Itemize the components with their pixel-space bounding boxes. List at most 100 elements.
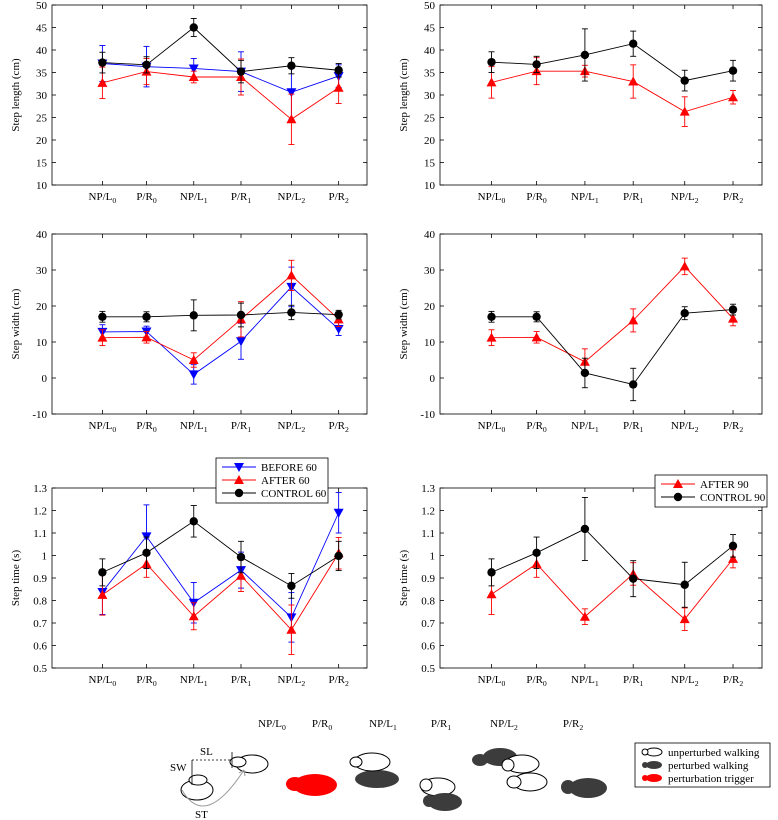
data-point — [532, 548, 541, 557]
footprint-outline — [229, 756, 247, 768]
footprint-perturbed — [569, 778, 607, 798]
series-line — [491, 43, 734, 82]
x-tick-label: P/R1 — [231, 674, 252, 688]
y-tick-label: 20 — [36, 135, 48, 147]
footprint-diagram: NP/L0 P/R0 NP/L1 P/R1 NP/L2 P/R2 SL SW ST — [170, 718, 771, 820]
y-tick-label: 0.9 — [33, 573, 47, 585]
panel-step-length-90: 10 15 20 25 30 35 40 45 50 NP/L0 P/R0 NP/L1 P/R1 NP/L… — [398, 0, 763, 205]
y-tick-label: 35 — [36, 68, 48, 80]
y-tick-label: 20 — [36, 301, 48, 313]
y-tick-label: 30 — [36, 90, 48, 102]
data-point — [679, 614, 690, 624]
y-tick-label: 40 — [36, 229, 48, 241]
y-tick-label: 50 — [424, 0, 436, 12]
y-tick-label: 45 — [424, 23, 436, 35]
x-tick-label: NP/L1 — [571, 420, 599, 434]
series-control — [98, 505, 343, 599]
y-tick-label: 0.7 — [33, 618, 47, 630]
y-tick-label: 20 — [424, 301, 436, 313]
x-tick-label: P/R0 — [526, 420, 547, 434]
y-tick-label: 0.9 — [421, 573, 435, 585]
y-tick-label: 10 — [36, 180, 48, 192]
x-tick-label: NP/L1 — [180, 674, 208, 688]
series-before — [97, 492, 344, 643]
stage-np-l2-feet — [472, 748, 540, 774]
panel-step-width-90: -10 0 10 20 30 40 NP/L0 P/R0 NP/L1 P/R1 NP/L2 P/R2 S… — [398, 229, 763, 434]
axes-box — [439, 233, 763, 415]
legend-perturbed-icon — [646, 761, 662, 769]
footprint-trigger — [293, 774, 337, 796]
series-control — [98, 18, 343, 84]
data-point — [142, 60, 151, 70]
series-after — [97, 259, 344, 368]
legend-trigger-icon — [642, 775, 648, 781]
data-point — [287, 308, 296, 317]
x-tick-label: NP/L1 — [571, 191, 599, 205]
data-point — [188, 72, 199, 81]
x-tick-label: P/R0 — [526, 191, 547, 205]
series-line — [491, 309, 734, 385]
data-point — [236, 552, 246, 562]
data-point — [728, 541, 738, 551]
data-point — [580, 50, 590, 60]
stage-label: P/R1 — [431, 718, 452, 732]
stage-np-l1-feet — [349, 752, 399, 788]
data-point — [728, 305, 738, 314]
series-line — [102, 312, 339, 318]
y-tick-label: 40 — [36, 45, 48, 57]
data-point — [141, 332, 152, 342]
stage-label: NP/L0 — [258, 718, 286, 732]
x-tick-label: NP/L0 — [478, 191, 506, 205]
series-line — [491, 265, 734, 363]
data-point — [286, 624, 297, 634]
data-point — [679, 261, 690, 271]
y-tick-label: 45 — [36, 23, 48, 35]
data-point — [97, 77, 108, 87]
series-line — [491, 70, 734, 113]
x-tick-label: NP/L2 — [278, 420, 306, 434]
series-line — [102, 71, 339, 120]
series-before — [97, 266, 344, 385]
st-label: ST — [195, 809, 208, 820]
data-point — [98, 312, 107, 321]
series-line — [102, 553, 340, 631]
footprint-perturbed — [428, 793, 462, 811]
axes-box — [51, 487, 368, 669]
axes-box — [439, 4, 763, 186]
data-point — [334, 551, 343, 561]
y-tick-label: -10 — [420, 409, 435, 421]
footprint-perturbed — [355, 770, 399, 788]
data-point — [142, 548, 151, 557]
y-tick-label: -10 — [32, 409, 47, 421]
y-tick-label: 1.3 — [421, 483, 435, 495]
x-tick-label: NP/L0 — [89, 420, 117, 434]
x-tick-label: P/R0 — [136, 420, 157, 434]
data-point — [486, 589, 497, 599]
data-point — [334, 310, 343, 319]
series-after — [97, 537, 344, 655]
stage-label: P/R0 — [312, 718, 333, 732]
data-point — [728, 313, 739, 323]
series-control — [487, 28, 738, 92]
data-point — [628, 76, 639, 86]
legend-perturbed-icon — [642, 762, 648, 768]
x-tick-label: NP/L2 — [671, 191, 699, 205]
data-point — [188, 64, 199, 74]
x-tick-label: NP/L0 — [478, 674, 506, 688]
data-point — [680, 580, 689, 589]
y-tick-label: 20 — [424, 135, 436, 147]
data-point — [531, 332, 542, 342]
stage-p-r2-feet — [506, 772, 607, 798]
y-axis-label: Step length (cm) — [10, 58, 22, 132]
series-line — [491, 558, 734, 620]
y-tick-label: 35 — [424, 68, 436, 80]
y-tick-label: 15 — [424, 158, 436, 170]
data-point — [487, 57, 496, 67]
series-line — [102, 512, 340, 619]
x-tick-label: P/R2 — [328, 191, 349, 205]
series-after — [486, 549, 739, 631]
y-tick-label: 0 — [42, 373, 48, 385]
legend-trigger-icon — [646, 774, 662, 782]
y-tick-label: 30 — [424, 90, 436, 102]
